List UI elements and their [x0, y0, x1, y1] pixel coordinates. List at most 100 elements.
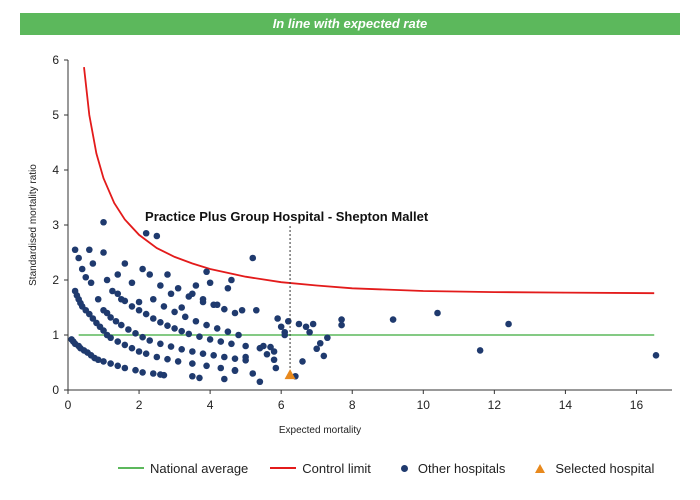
hospital-point	[171, 308, 178, 316]
legend-control-limit[interactable]: Control limit	[270, 461, 371, 476]
hospital-point	[128, 303, 136, 310]
hospital-point	[284, 317, 292, 325]
hospital-point	[149, 370, 157, 377]
legend-control-limit-swatch	[270, 467, 297, 469]
legend-other-hospitals-label: Other hospitals	[417, 460, 506, 476]
x-tick-label: 0	[65, 398, 72, 412]
hospital-point	[210, 301, 217, 309]
hospital-point	[338, 316, 345, 323]
hospital-point	[324, 334, 331, 342]
hospital-point	[217, 364, 225, 372]
hospital-point	[231, 367, 239, 375]
hospital-point	[270, 356, 278, 364]
hospital-point	[114, 271, 122, 278]
hospital-point	[242, 342, 249, 350]
legend-national-average[interactable]: National average	[118, 461, 248, 476]
x-tick-label: 10	[417, 398, 431, 412]
x-tick-label: 12	[488, 398, 502, 412]
hospital-point	[224, 328, 232, 336]
hospital-point	[149, 295, 157, 303]
hospital-point	[125, 326, 132, 333]
hospital-point	[434, 309, 441, 317]
hospital-point	[189, 360, 196, 367]
hospital-point	[121, 341, 129, 349]
hospital-point	[181, 313, 189, 321]
hospital-point	[139, 369, 146, 376]
hospital-point	[277, 323, 285, 331]
hospital-point	[114, 290, 122, 298]
x-tick-label: 6	[278, 398, 285, 412]
hospital-point	[117, 321, 125, 329]
x-tick-label: 16	[630, 398, 644, 412]
hospital-point	[192, 282, 200, 289]
hospital-point	[249, 254, 257, 262]
hospital-point	[309, 320, 317, 328]
hospital-point	[196, 333, 203, 340]
hospital-point	[142, 310, 150, 318]
legend-selected-hospital-label: Selected hospital	[555, 460, 655, 476]
legend-national-average-swatch	[118, 467, 144, 469]
y-tick-label: 1	[52, 328, 59, 342]
hospital-point	[128, 344, 136, 352]
hospital-point	[153, 353, 161, 361]
hospital-point	[86, 246, 93, 254]
hospital-point	[128, 279, 136, 287]
hospital-point	[121, 364, 129, 372]
hospital-point	[281, 331, 289, 339]
legend-other-hospitals[interactable]: Other hospitals	[393, 461, 505, 476]
hospital-point	[203, 362, 210, 370]
hospital-point	[89, 315, 97, 322]
hospital-point	[189, 372, 196, 380]
hospital-point	[199, 350, 207, 358]
hospital-point	[100, 249, 107, 256]
hospital-point	[142, 229, 150, 237]
control-limit-group	[83, 67, 655, 295]
hospital-point	[149, 315, 157, 322]
hospital-point	[135, 306, 143, 314]
hospital-point	[94, 356, 102, 364]
hospital-point	[139, 265, 146, 273]
other-hospitals-group	[68, 218, 660, 386]
hospital-point	[164, 322, 171, 329]
legend-selected-hospital[interactable]: Selected hospital	[527, 461, 654, 476]
hospital-point	[221, 353, 228, 361]
hospital-point	[260, 342, 267, 350]
hospital-point	[313, 345, 321, 353]
hospital-point	[203, 321, 210, 329]
hospital-point	[100, 358, 107, 365]
hospital-point	[196, 374, 203, 382]
selected-hospital-label: Practice Plus Group Hospital - Shepton M…	[145, 209, 429, 224]
hospital-point	[146, 337, 154, 344]
hospital-point	[160, 371, 168, 379]
x-tick-label: 2	[136, 398, 143, 412]
hospital-point	[71, 246, 79, 254]
x-tick-label: 14	[559, 398, 573, 412]
hospital-point	[135, 348, 143, 355]
hospital-point	[121, 297, 129, 305]
hospital-point	[174, 358, 182, 365]
status-banner: In line with expected rate	[20, 13, 680, 35]
hospital-point	[146, 271, 154, 278]
hospital-point	[299, 358, 306, 365]
hospital-point	[100, 327, 107, 334]
hospital-point	[213, 325, 221, 332]
x-axis-title: Expected mortality	[279, 425, 361, 436]
hospital-point	[199, 295, 207, 303]
hospital-point	[107, 360, 114, 367]
hospital-point	[206, 336, 214, 343]
hospital-point	[242, 353, 249, 361]
hospital-point	[256, 378, 264, 386]
hospital-point	[476, 347, 484, 354]
hospital-point	[139, 333, 146, 341]
hospital-point	[178, 346, 185, 353]
hospital-point	[228, 276, 235, 284]
hospital-point	[274, 315, 281, 322]
legend-control-limit-label: Control limit	[302, 460, 371, 476]
hospital-point	[302, 323, 310, 331]
legend-selected-hospital-swatch	[535, 463, 546, 473]
hospital-point	[217, 338, 225, 345]
hospital-point	[316, 339, 324, 347]
hospital-point	[87, 279, 95, 287]
hospital-point	[231, 355, 239, 362]
hospital-point	[174, 284, 182, 292]
